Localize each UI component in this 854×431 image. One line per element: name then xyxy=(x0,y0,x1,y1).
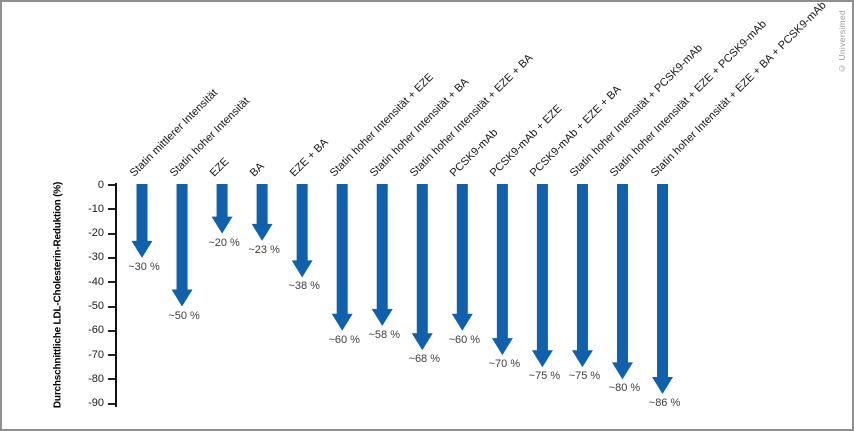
y-tick-mark xyxy=(108,329,115,332)
value-label: ~20 % xyxy=(208,236,240,249)
value-label: ~38 % xyxy=(288,280,320,293)
reduction-arrow xyxy=(171,184,193,307)
y-tick-mark xyxy=(108,402,115,405)
value-label: ~75 % xyxy=(568,370,601,383)
reduction-arrow xyxy=(491,184,513,356)
reduction-arrow xyxy=(291,184,313,278)
value-label: ~50 % xyxy=(168,309,200,322)
value-label: ~58 % xyxy=(368,328,400,341)
y-tick-mark xyxy=(108,232,115,235)
y-tick-label: -60 xyxy=(88,324,104,337)
y-tick-label: -10 xyxy=(88,202,104,215)
reduction-arrow xyxy=(531,184,553,368)
y-tick-mark xyxy=(108,208,115,211)
reduction-arrow xyxy=(411,184,433,351)
y-tick-mark xyxy=(108,281,115,284)
value-label: ~23 % xyxy=(248,243,280,256)
y-tick-mark xyxy=(108,305,115,308)
y-tick-label: -20 xyxy=(88,227,104,240)
y-tick-mark xyxy=(108,354,115,357)
value-label: ~68 % xyxy=(408,353,441,366)
value-label: ~60 % xyxy=(328,333,360,346)
value-label: ~80 % xyxy=(608,382,641,395)
reduction-arrow xyxy=(571,184,593,368)
y-axis-line xyxy=(115,183,117,407)
reduction-arrow xyxy=(211,184,233,234)
value-label: ~86 % xyxy=(648,396,681,409)
y-tick-mark xyxy=(108,378,115,381)
reduction-arrow xyxy=(652,184,674,394)
value-label: ~30 % xyxy=(128,260,160,273)
value-label: ~60 % xyxy=(448,333,481,346)
y-tick-label: -30 xyxy=(88,251,104,264)
value-label: ~70 % xyxy=(488,358,521,371)
reduction-arrow xyxy=(611,184,633,380)
reduction-arrow xyxy=(371,184,393,326)
y-tick-label: 0 xyxy=(97,178,104,191)
reduction-arrow xyxy=(331,184,353,331)
y-tick-label: -70 xyxy=(88,348,104,361)
y-tick-label: -40 xyxy=(88,275,104,288)
y-tick-mark xyxy=(108,256,115,259)
value-label: ~75 % xyxy=(528,370,561,383)
y-tick-label: -90 xyxy=(88,397,104,410)
y-tick-label: -80 xyxy=(88,372,104,385)
reduction-arrow xyxy=(451,184,473,331)
reduction-arrow xyxy=(251,184,273,241)
copyright-credit: © Universimed xyxy=(837,10,847,74)
reduction-arrow xyxy=(131,184,153,258)
y-tick-mark xyxy=(108,184,115,186)
y-tick-label: -50 xyxy=(88,300,104,312)
